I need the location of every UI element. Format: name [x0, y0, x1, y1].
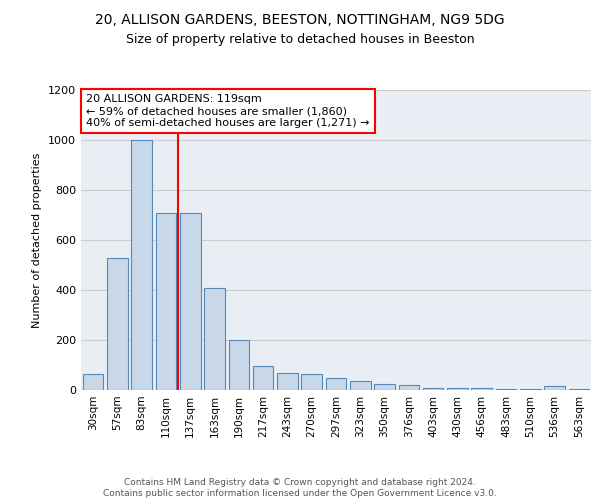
Bar: [472, 388, 492, 390]
Bar: [253, 366, 274, 390]
Bar: [569, 389, 589, 390]
Bar: [544, 386, 565, 390]
Bar: [204, 288, 225, 390]
Text: Contains HM Land Registry data © Crown copyright and database right 2024.
Contai: Contains HM Land Registry data © Crown c…: [103, 478, 497, 498]
Bar: [107, 258, 128, 390]
Bar: [180, 212, 200, 390]
Y-axis label: Number of detached properties: Number of detached properties: [32, 152, 43, 328]
Bar: [229, 340, 249, 390]
Text: Size of property relative to detached houses in Beeston: Size of property relative to detached ho…: [125, 32, 475, 46]
Bar: [83, 374, 103, 390]
Text: 20 ALLISON GARDENS: 119sqm
← 59% of detached houses are smaller (1,860)
40% of s: 20 ALLISON GARDENS: 119sqm ← 59% of deta…: [86, 94, 370, 128]
Text: 20, ALLISON GARDENS, BEESTON, NOTTINGHAM, NG9 5DG: 20, ALLISON GARDENS, BEESTON, NOTTINGHAM…: [95, 12, 505, 26]
Bar: [520, 389, 541, 390]
Bar: [423, 388, 443, 390]
Bar: [301, 374, 322, 390]
Bar: [398, 385, 419, 390]
Bar: [350, 381, 371, 390]
Bar: [374, 384, 395, 390]
Bar: [326, 378, 346, 390]
Bar: [496, 389, 517, 390]
Bar: [277, 372, 298, 390]
Bar: [131, 140, 152, 390]
Bar: [447, 388, 468, 390]
Bar: [155, 212, 176, 390]
